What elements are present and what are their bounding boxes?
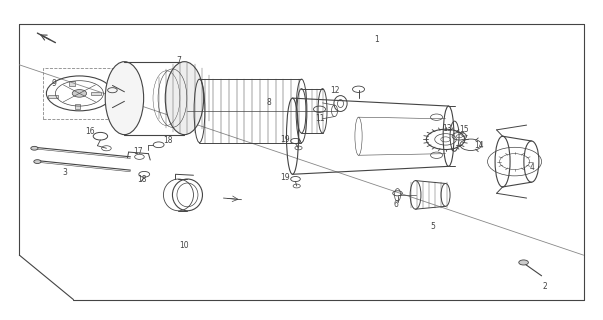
Text: 2: 2 xyxy=(542,282,547,292)
Text: 18: 18 xyxy=(163,136,173,145)
Circle shape xyxy=(31,146,38,150)
Text: 12: 12 xyxy=(330,86,339,95)
Text: 1: 1 xyxy=(374,35,379,44)
Bar xyxy=(92,92,101,95)
Circle shape xyxy=(34,160,41,164)
Text: 18: 18 xyxy=(137,175,147,184)
Text: 6: 6 xyxy=(394,200,399,209)
Text: 15: 15 xyxy=(459,125,469,134)
Text: 7: 7 xyxy=(176,56,181,65)
Bar xyxy=(75,104,80,109)
Bar xyxy=(43,68,115,119)
Text: 14: 14 xyxy=(474,141,484,150)
Text: 4: 4 xyxy=(529,164,534,172)
Ellipse shape xyxy=(165,62,204,135)
Ellipse shape xyxy=(106,62,144,135)
Circle shape xyxy=(72,90,87,97)
Bar xyxy=(69,81,75,86)
Text: 8: 8 xyxy=(266,99,271,108)
Text: 16: 16 xyxy=(86,127,95,136)
Text: 19: 19 xyxy=(280,135,289,144)
Text: 9: 9 xyxy=(52,79,57,88)
Text: 5: 5 xyxy=(430,222,435,231)
Text: 10: 10 xyxy=(180,241,189,250)
Text: 19: 19 xyxy=(280,173,289,182)
Circle shape xyxy=(519,260,528,265)
Text: 13: 13 xyxy=(442,124,452,133)
Text: 11: 11 xyxy=(315,114,324,123)
Text: 17: 17 xyxy=(133,147,143,156)
Bar xyxy=(48,95,58,98)
Text: 3: 3 xyxy=(62,168,67,177)
